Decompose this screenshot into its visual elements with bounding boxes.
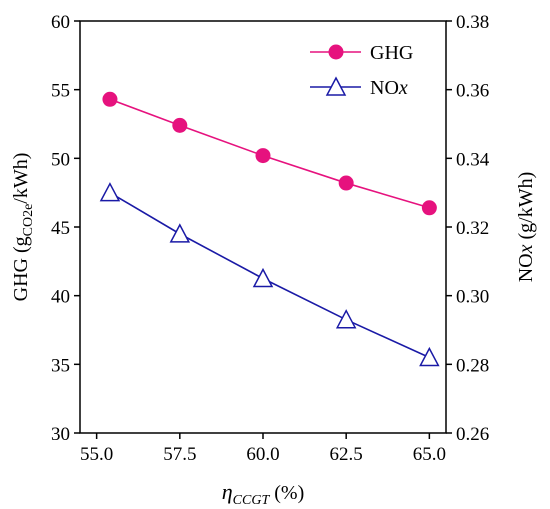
nox-point <box>252 267 274 288</box>
x-axis-label-unit: (%) <box>269 482 304 504</box>
x-tick-label: 60.0 <box>246 444 279 465</box>
legend: GHG NOx <box>310 42 413 99</box>
left-y-tick-label: 55 <box>51 81 70 102</box>
x-tick-label: 65.0 <box>413 444 446 465</box>
right-y-tick-label: 0.32 <box>456 218 489 239</box>
ghg-point <box>102 91 118 107</box>
x-axis: 55.0 57.5 60.0 62.5 65.0 <box>80 433 446 465</box>
left-y-axis-label-sub: CO2e <box>21 204 36 237</box>
legend-nox-label: NOx <box>370 77 408 99</box>
right-y-tick-label: 0.34 <box>456 149 490 170</box>
legend-nox-label-prefix: NO <box>370 77 399 99</box>
legend-nox-marker <box>325 76 347 96</box>
left-y-tick-label: 40 <box>51 287 70 308</box>
left-y-tick-label: 50 <box>51 149 70 170</box>
x-tick-label: 55.0 <box>80 444 113 465</box>
right-y-tick-label: 0.38 <box>456 12 489 33</box>
right-y-tick-label: 0.36 <box>456 81 489 102</box>
legend-ghg-marker <box>328 44 344 60</box>
right-y-axis-label: NOx (g/kWh) <box>515 172 537 283</box>
ghg-point <box>421 200 437 216</box>
right-y-axis: 0.26 0.28 0.30 0.32 0.34 0.36 0.38 <box>446 12 490 445</box>
legend-nox-label-italic: x <box>398 77 408 99</box>
x-tick-label: 62.5 <box>330 444 363 465</box>
right-y-tick-label: 0.26 <box>456 424 489 445</box>
left-y-axis-label-prefix: GHG (g <box>10 236 32 301</box>
ghg-point <box>172 117 188 133</box>
series-layer <box>99 91 440 367</box>
left-y-tick-label: 35 <box>51 355 70 376</box>
left-y-tick-label: 45 <box>51 218 70 239</box>
legend-ghg-label: GHG <box>370 42 413 64</box>
nox-point <box>335 309 357 329</box>
right-y-tick-label: 0.28 <box>456 355 489 376</box>
ghg-point <box>338 175 354 191</box>
right-y-axis-label-italic: x <box>515 244 537 254</box>
left-y-axis: 30 35 40 45 50 55 60 <box>51 12 80 445</box>
nox-point <box>169 223 191 243</box>
nox-line <box>109 191 430 359</box>
x-axis-label: ηCCGT (%) <box>222 479 304 508</box>
right-y-tick-label: 0.30 <box>456 287 489 308</box>
x-tick-label: 57.5 <box>163 444 196 465</box>
x-axis-label-main: η <box>222 479 233 504</box>
left-y-axis-label: GHG (gCO2e/kWh) <box>10 153 36 302</box>
left-y-tick-label: 30 <box>51 424 70 445</box>
ghg-point <box>255 148 271 164</box>
right-y-axis-label-suffix: (g/kWh) <box>515 172 537 245</box>
right-y-axis-label-prefix: NO <box>515 253 537 282</box>
nox-point <box>99 182 121 202</box>
left-y-axis-label-suffix: /kWh) <box>10 153 32 204</box>
x-axis-label-sub: CCGT <box>233 493 271 508</box>
nox-point <box>419 346 440 367</box>
left-y-tick-label: 60 <box>51 12 70 33</box>
